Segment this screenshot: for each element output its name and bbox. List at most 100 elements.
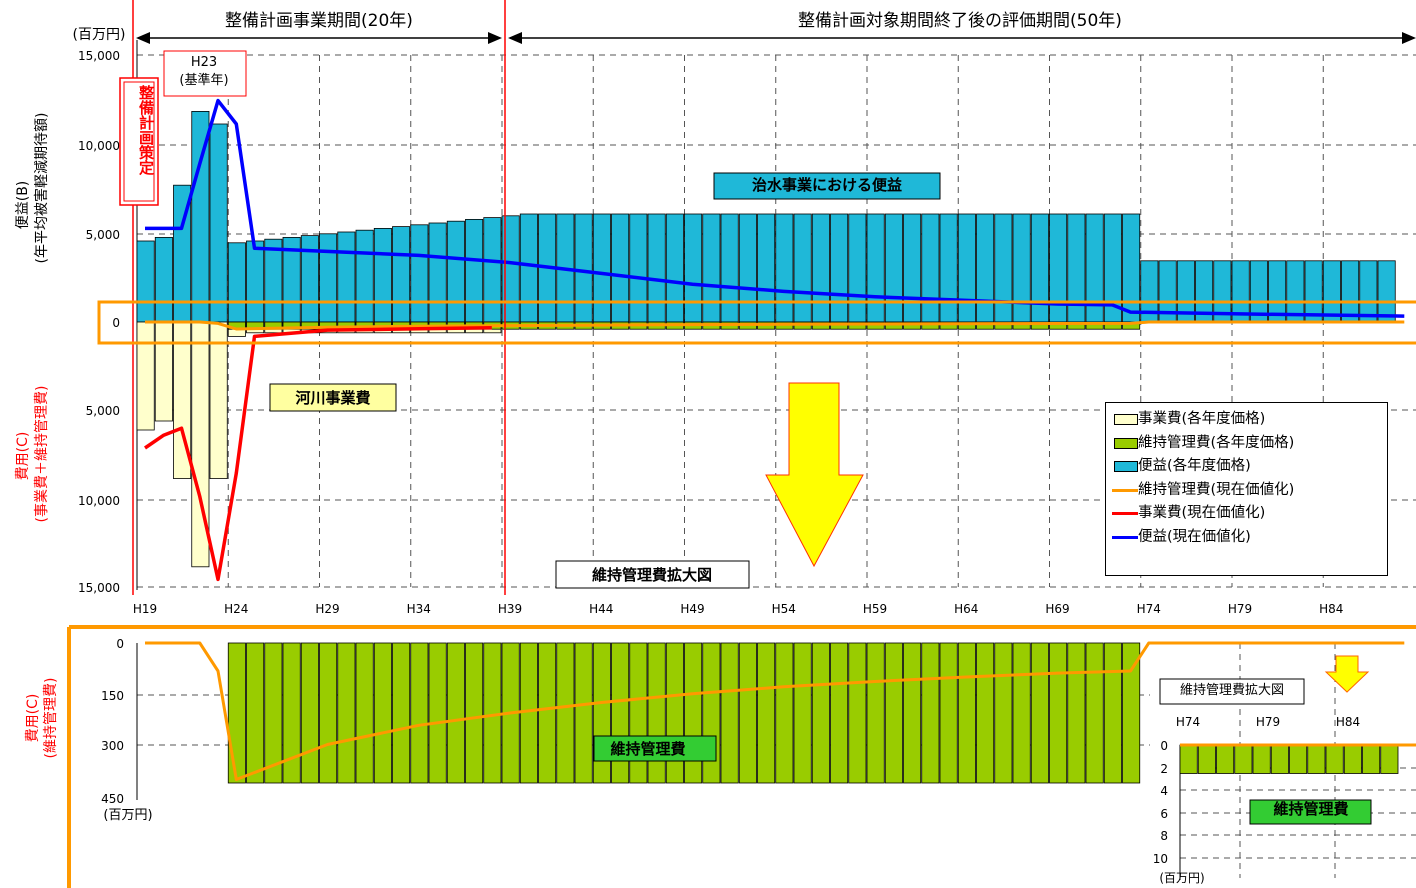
inset-maintenance-bar: [1234, 744, 1253, 774]
benefit-bar: [136, 240, 155, 323]
x-tick-label: H54: [772, 602, 796, 616]
y-tick-label: 10,000: [78, 139, 120, 153]
benefit-bar: [300, 235, 319, 323]
benefit-bar: [446, 220, 465, 323]
legend-item: 事業費(現在価値化): [1112, 502, 1387, 526]
maintenance-bar: [903, 321, 922, 330]
inset-maintenance-bar: [1270, 744, 1289, 774]
maintenance-bar: [848, 642, 867, 784]
legend-swatch: [1114, 437, 1138, 449]
benefit-bar: [1304, 260, 1323, 323]
lower-unit-label: (百万円): [103, 808, 152, 823]
maintenance-bar: [647, 642, 666, 784]
legend-swatch: [1114, 461, 1138, 472]
maintenance-bar: [611, 642, 630, 784]
maintenance-bar: [319, 642, 338, 784]
maint-label-box: [593, 735, 717, 762]
benefit-bar: [355, 229, 374, 323]
benefit-bar: [793, 213, 812, 323]
maintenance-bar: [592, 642, 611, 784]
benefit-bar: [665, 213, 684, 323]
legend-label: 事業費(各年度価格): [1138, 411, 1266, 427]
inset-y-tick-label: 4: [1160, 784, 1168, 798]
base-year-sub-label: (基準年): [179, 72, 228, 88]
lower-axis-title: 費用(C): [25, 694, 41, 743]
inset-unit-label: (百万円): [1159, 871, 1204, 885]
maintenance-highlight-band: [97, 300, 1416, 345]
benefit-bar: [483, 217, 502, 323]
benefit-bar: [957, 213, 976, 323]
benefit-bar: [319, 233, 338, 323]
inset-y-tick-label: 6: [1160, 807, 1168, 821]
benefit-bar: [830, 213, 849, 323]
benefit-bar: [647, 213, 666, 323]
benefit-present-value-line: [145, 98, 1405, 318]
maintenance-bar: [446, 642, 465, 784]
inset-maintenance-bar: [1325, 744, 1344, 774]
maintenance-present-value-line: [145, 320, 1405, 331]
period-build-label: 整備計画事業期間(20年): [225, 11, 413, 31]
maintenance-bar: [1122, 642, 1141, 784]
benefit-bar: [994, 213, 1013, 323]
benefit-bar: [702, 213, 721, 323]
inset-y-tick-label: 2: [1160, 762, 1168, 776]
maintenance-bar: [1012, 321, 1031, 330]
benefit-bar: [592, 213, 611, 323]
x-tick-label: H19: [133, 602, 157, 616]
maintenance-bar: [811, 642, 830, 784]
maintenance-bar: [246, 642, 265, 784]
legend-item: 維持管理費(各年度価格): [1114, 432, 1387, 456]
benefit-bar: [373, 227, 392, 323]
plan-label-box: [123, 81, 155, 202]
benefit-bar: [1341, 260, 1360, 323]
benefit-bar: [1359, 260, 1378, 323]
y-tick-label: 10,000: [78, 494, 120, 508]
benefit-bar: [465, 218, 484, 323]
maintenance-bar: [483, 642, 502, 784]
benefit-bar: [264, 238, 283, 323]
benefit-bar: [811, 213, 830, 323]
maint-box-label: 維持管理費: [610, 740, 685, 758]
x-tick-label: H24: [224, 602, 248, 616]
maintenance-bar: [1049, 642, 1068, 784]
x-tick-label: H84: [1319, 602, 1343, 616]
legend-item: 事業費(各年度価格): [1114, 408, 1387, 432]
maintenance-bar: [921, 321, 940, 330]
legend-label: 便益(各年度価格): [1138, 458, 1251, 474]
inset-maintenance-bar: [1343, 744, 1362, 774]
unit-top-label: (百万円): [73, 27, 126, 43]
benefit-bar: [903, 213, 922, 323]
inset-x-tick-label: H79: [1256, 715, 1280, 729]
benefit-bar: [1377, 260, 1396, 323]
maintenance-bar: [1067, 642, 1086, 784]
benefit-bar: [1122, 213, 1141, 323]
maintenance-bar: [300, 321, 319, 330]
x-tick-label: H69: [1045, 602, 1069, 616]
inset-maintenance-bar: [1380, 744, 1399, 774]
maintenance-bar: [957, 642, 976, 784]
x-tick-label: H74: [1137, 602, 1161, 616]
inset-maintenance-bar: [1179, 744, 1198, 774]
maintenance-bar: [1030, 642, 1049, 784]
benefit-bar: [848, 213, 867, 323]
benefit-bar: [720, 213, 739, 323]
benefit-bar: [209, 123, 228, 323]
benefit-bar: [866, 213, 885, 323]
down-arrow-icon: [765, 382, 864, 568]
maintenance-bar: [884, 321, 903, 330]
maintenance-bar: [793, 642, 812, 784]
maintenance-bar: [957, 321, 976, 330]
inset-box-label: 維持管理費: [1273, 800, 1348, 818]
inset-y-tick-label: 10: [1153, 852, 1168, 866]
benefit-bar: [574, 213, 593, 323]
benefit-bar: [1030, 213, 1049, 323]
x-tick-label: H34: [407, 602, 431, 616]
maintenance-bar: [994, 642, 1013, 784]
inset-title-box: [1159, 678, 1305, 705]
cost-bar: [154, 321, 173, 422]
inset-x-tick-label: H74: [1176, 715, 1200, 729]
decorations: [67, 0, 1416, 888]
maintenance-bar: [720, 642, 739, 784]
benefit-bar: [337, 231, 356, 323]
